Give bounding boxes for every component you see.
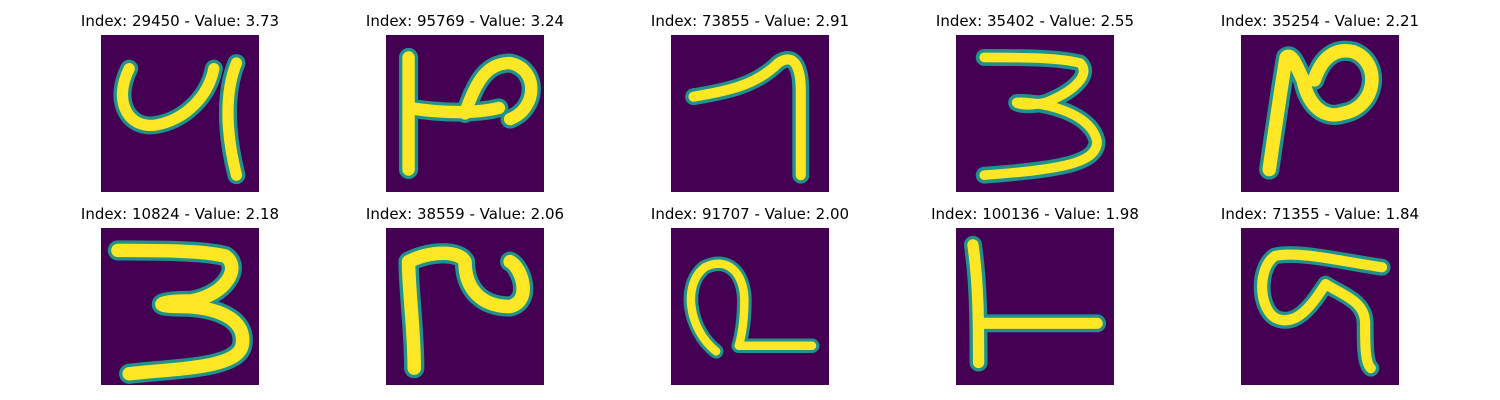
digit-image <box>956 228 1114 385</box>
panel-title: Index: 71355 - Value: 1.84 <box>1220 205 1420 223</box>
digit-image <box>101 35 259 192</box>
panel-title: Index: 29450 - Value: 3.73 <box>80 12 280 30</box>
digit-image <box>1241 35 1399 192</box>
panel-3: Index: 73855 - Value: 2.91 <box>620 0 880 192</box>
panel-2: Index: 95769 - Value: 3.24 <box>335 0 595 192</box>
digit-image <box>386 35 544 192</box>
panel-title: Index: 38559 - Value: 2.06 <box>365 205 565 223</box>
panel-4: Index: 35402 - Value: 2.55 <box>905 0 1165 192</box>
panel-title: Index: 91707 - Value: 2.00 <box>650 205 850 223</box>
digit-image <box>1241 228 1399 385</box>
panel-8: Index: 91707 - Value: 2.00 <box>620 193 880 385</box>
panel-title: Index: 10824 - Value: 2.18 <box>80 205 280 223</box>
panel-title: Index: 95769 - Value: 3.24 <box>365 12 565 30</box>
digit-image <box>956 35 1114 192</box>
digit-image <box>671 35 829 192</box>
panel-10: Index: 71355 - Value: 1.84 <box>1190 193 1450 385</box>
panel-title: Index: 35254 - Value: 2.21 <box>1220 12 1420 30</box>
panel-title: Index: 73855 - Value: 2.91 <box>650 12 850 30</box>
panel-5: Index: 35254 - Value: 2.21 <box>1190 0 1450 192</box>
digit-image <box>671 228 829 385</box>
panel-title: Index: 100136 - Value: 1.98 <box>931 205 1139 223</box>
digit-image <box>386 228 544 385</box>
panel-9: Index: 100136 - Value: 1.98 <box>905 193 1165 385</box>
panel-6: Index: 10824 - Value: 2.18 <box>50 193 310 385</box>
panel-title: Index: 35402 - Value: 2.55 <box>935 12 1135 30</box>
digit-image <box>101 228 259 385</box>
panel-1: Index: 29450 - Value: 3.73 <box>50 0 310 192</box>
panel-7: Index: 38559 - Value: 2.06 <box>335 193 595 385</box>
